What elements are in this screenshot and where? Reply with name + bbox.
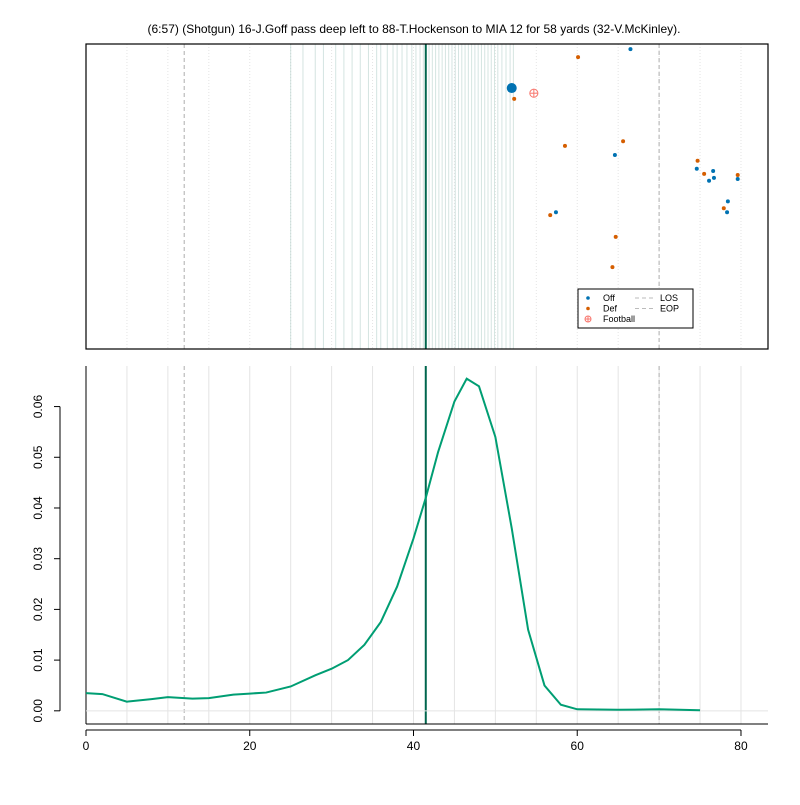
player-point [612, 153, 617, 158]
football [529, 88, 539, 98]
player-point [694, 166, 699, 171]
player-point [628, 47, 633, 52]
player-point [721, 206, 726, 211]
legend-label: EOP [660, 304, 679, 314]
player-point [562, 143, 567, 148]
y-tick-label: 0.04 [31, 496, 45, 520]
player-point [711, 175, 716, 180]
x-tick-label: 20 [243, 739, 257, 753]
player-point [725, 199, 730, 204]
player-point [695, 158, 700, 163]
player-point [725, 210, 730, 215]
player-point [553, 210, 558, 215]
y-tick-label: 0.02 [31, 597, 45, 621]
player-point [610, 265, 615, 270]
player-point [506, 83, 517, 94]
x-tick-label: 80 [734, 739, 748, 753]
player-point [548, 213, 553, 218]
player-point [735, 177, 740, 182]
legend-label: Off [603, 293, 615, 303]
player-point [576, 55, 581, 60]
player-point [586, 296, 590, 300]
player-point [735, 173, 740, 178]
y-tick-label: 0.00 [31, 699, 45, 723]
y-tick-label: 0.03 [31, 547, 45, 571]
player-point [702, 171, 707, 176]
football [584, 315, 592, 323]
player-point [707, 178, 712, 183]
player-point [613, 234, 618, 239]
legend-label: LOS [660, 293, 678, 303]
x-tick-label: 40 [407, 739, 421, 753]
player-point [711, 169, 716, 174]
player-point [621, 139, 626, 144]
legend-label: Football [603, 314, 635, 324]
x-tick-label: 60 [571, 739, 585, 753]
plot-frame [85, 43, 769, 350]
legend-label: Def [603, 304, 618, 314]
y-tick-label: 0.01 [31, 648, 45, 672]
y-tick-label: 0.05 [31, 445, 45, 469]
density-line [85, 377, 701, 712]
y-tick-label: 0.06 [31, 395, 45, 419]
chart-title: (6:57) (Shotgun) 16-J.Goff pass deep lef… [148, 22, 681, 36]
x-tick-label: 0 [83, 739, 90, 753]
player-point [586, 306, 590, 311]
player-point [512, 96, 517, 101]
